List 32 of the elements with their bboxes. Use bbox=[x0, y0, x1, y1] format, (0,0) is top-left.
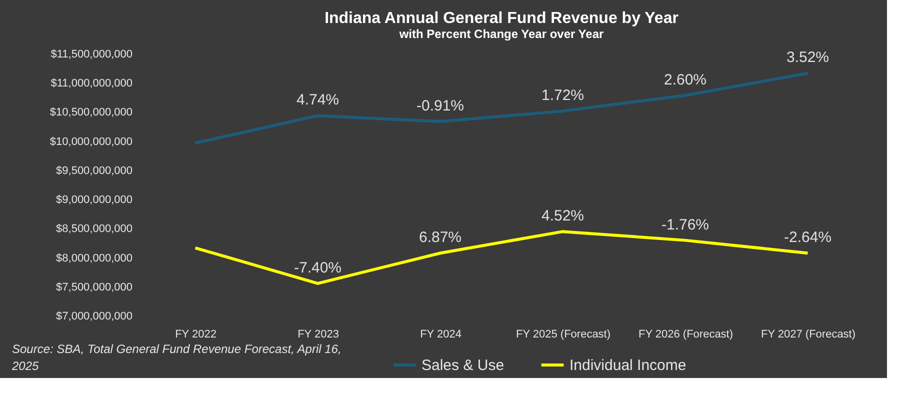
annotation: -0.91% bbox=[416, 98, 464, 115]
x-tick-label: FY 2024 bbox=[420, 328, 462, 340]
y-tick-label: $10,000,000,000 bbox=[50, 136, 132, 148]
y-tick-label: $11,500,000,000 bbox=[50, 48, 132, 60]
y-tick-label: $8,500,000,000 bbox=[56, 223, 132, 236]
x-tick-label: FY 2025 (Forecast) bbox=[516, 328, 611, 340]
y-tick-label: $7,500,000,000 bbox=[56, 281, 132, 294]
annotation: 6.87% bbox=[418, 229, 462, 246]
annotation: 1.72% bbox=[541, 87, 584, 104]
y-tick-label: $9,500,000,000 bbox=[56, 164, 132, 177]
annotation: 4.52% bbox=[541, 208, 584, 225]
y-tick-label: $8,000,000,000 bbox=[56, 252, 132, 264]
chart-subtitle: with Percent Change Year over Year bbox=[398, 27, 604, 41]
x-tick-label: FY 2027 (Forecast) bbox=[760, 328, 856, 340]
y-tick-label: $10,500,000,000 bbox=[50, 106, 132, 119]
y-tick-label: $11,000,000,000 bbox=[50, 78, 132, 90]
chart-title: Indiana Annual General Fund Revenue by Year bbox=[324, 10, 678, 27]
source-note: Source: SBA, Total General Fund Revenue Forecast, April 16, 2025 bbox=[11, 342, 342, 373]
annotation: 3.52% bbox=[786, 49, 830, 66]
line-series bbox=[194, 72, 810, 145]
annotation: -2.64% bbox=[784, 229, 832, 246]
legend-label: Sales & Use bbox=[422, 357, 504, 374]
annotation: 4.74% bbox=[296, 92, 340, 109]
annotation: -7.40% bbox=[294, 259, 342, 276]
x-tick-label: FY 2026 (Forecast) bbox=[638, 328, 734, 340]
annotation: 2.60% bbox=[664, 71, 707, 88]
annotation: -1.76% bbox=[661, 216, 710, 234]
legend-label: Individual Income bbox=[570, 357, 686, 374]
x-tick-label: FY 2023 bbox=[298, 328, 339, 340]
y-tick-label: $9,000,000,000 bbox=[56, 194, 132, 206]
y-tick-label: $7,000,000,000 bbox=[56, 310, 132, 322]
x-tick-label: FY 2022 bbox=[175, 328, 216, 340]
